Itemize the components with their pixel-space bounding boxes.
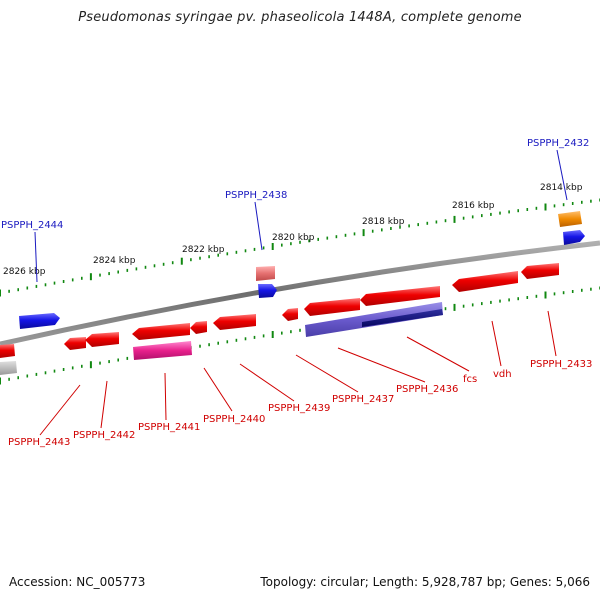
gene-salmon-arrow[interactable]	[256, 266, 275, 281]
gene-label-pspph-2432[interactable]: PSPPH_2432	[527, 138, 589, 149]
gene-pspph-2441-arrow[interactable]	[132, 323, 190, 340]
gene-label-pspph-2438[interactable]: PSPPH_2438	[225, 190, 287, 201]
kbp-labels: 2826 kbp 2824 kbp 2822 kbp 2820 kbp 2818…	[3, 183, 583, 277]
gene-pspph-2436-arrow[interactable]	[360, 286, 440, 306]
gene-pspph-2433-arrow[interactable]	[521, 263, 559, 279]
gene-label-pspph-2442[interactable]: PSPPH_2442	[73, 430, 135, 441]
kbp-label: 2814 kbp	[540, 183, 583, 193]
gene-label-fcs[interactable]: fcs	[463, 374, 477, 385]
gene-label-pspph-2444[interactable]: PSPPH_2444	[1, 220, 63, 231]
gene-label-pspph-2443[interactable]: PSPPH_2443	[8, 437, 70, 448]
gene-label-pspph-2439[interactable]: PSPPH_2439	[268, 403, 330, 414]
gene-label-pspph-2440[interactable]: PSPPH_2440	[203, 414, 265, 425]
map-title: Pseudomonas syringae pv. phaseolicola 14…	[78, 10, 522, 25]
gene-pspph-2432-arrow[interactable]	[558, 211, 582, 227]
gene-navy-arrow[interactable]	[362, 309, 443, 327]
kbp-label: 2816 kbp	[452, 201, 495, 211]
gene-small-red-arrow[interactable]	[282, 308, 298, 321]
kbp-scale-ticks	[0, 198, 600, 297]
gene-pspph-2443-arrow[interactable]	[64, 337, 86, 350]
bottom-gene-labels: PSPPH_2443 PSPPH_2442 PSPPH_2441 PSPPH_2…	[8, 359, 592, 448]
topology-text: Topology: circular; Length: 5,928,787 bp…	[260, 575, 590, 589]
gene-pspph-2442-arrow[interactable]	[85, 332, 119, 347]
top-leader-lines	[34, 149, 568, 283]
gene-label-pspph-2437[interactable]: PSPPH_2437	[332, 394, 394, 405]
gene-pspph-2441-pink[interactable]	[133, 341, 192, 360]
forward-genes	[19, 211, 585, 329]
gene-gray-arrow[interactable]	[0, 361, 17, 375]
gene-pspph-2439-arrow[interactable]	[213, 314, 256, 330]
top-gene-labels: PSPPH_2444 PSPPH_2438 PSPPH_2432	[1, 138, 589, 231]
gene-pspph-2440-arrow[interactable]	[190, 321, 207, 334]
reverse-genes	[0, 263, 559, 375]
gene-label-pspph-2436[interactable]: PSPPH_2436	[396, 384, 458, 395]
genome-backbone	[0, 240, 600, 347]
kbp-label: 2826 kbp	[3, 267, 46, 277]
kbp-label: 2820 kbp	[272, 233, 315, 243]
kbp-label: 2822 kbp	[182, 245, 225, 255]
gene-red-arrow[interactable]	[0, 344, 15, 358]
gene-pspph-2438-arrow[interactable]	[258, 284, 277, 298]
gene-vdh-arrow[interactable]	[452, 271, 518, 292]
gene-blue-small-arrow[interactable]	[563, 230, 585, 245]
gene-pspph-2437-arrow[interactable]	[304, 298, 360, 316]
gene-label-pspph-2441[interactable]: PSPPH_2441	[138, 422, 200, 433]
gene-pspph-2444-arrow[interactable]	[19, 313, 60, 329]
accession-text: Accession: NC_005773	[9, 575, 146, 589]
gene-label-vdh[interactable]: vdh	[493, 369, 512, 380]
gene-lavender-arrow[interactable]	[305, 302, 443, 337]
kbp-label: 2824 kbp	[93, 256, 136, 266]
bottom-leader-lines	[39, 310, 557, 436]
kbp-label: 2818 kbp	[362, 217, 405, 227]
gene-label-pspph-2433[interactable]: PSPPH_2433	[530, 359, 592, 370]
